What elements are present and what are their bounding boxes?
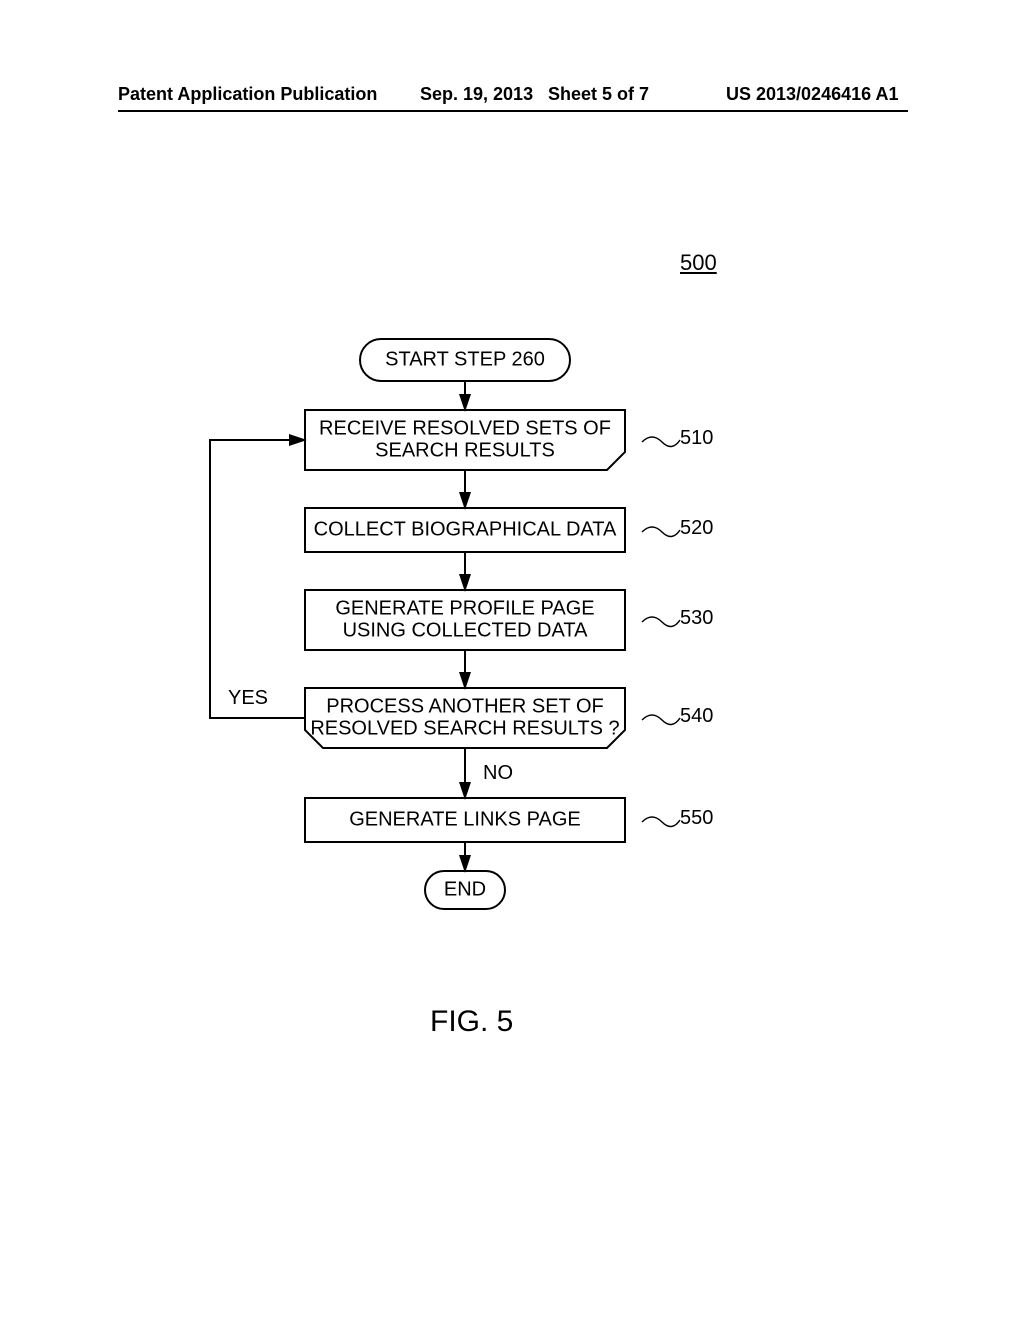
svg-text:510: 510: [680, 427, 713, 449]
svg-text:GENERATE PROFILE PAGE: GENERATE PROFILE PAGE: [335, 597, 594, 619]
svg-text:USING COLLECTED DATA: USING COLLECTED DATA: [343, 619, 589, 641]
svg-text:END: END: [444, 878, 486, 900]
svg-text:YES: YES: [228, 687, 268, 709]
svg-text:530: 530: [680, 607, 713, 629]
svg-text:540: 540: [680, 705, 713, 727]
svg-text:RECEIVE RESOLVED SETS OF: RECEIVE RESOLVED SETS OF: [319, 417, 611, 439]
svg-text:PROCESS ANOTHER SET OF: PROCESS ANOTHER SET OF: [326, 695, 603, 717]
svg-text:COLLECT BIOGRAPHICAL DATA: COLLECT BIOGRAPHICAL DATA: [314, 518, 617, 540]
figure-caption: FIG. 5: [430, 1005, 513, 1039]
svg-text:START STEP 260: START STEP 260: [385, 348, 545, 370]
svg-text:SEARCH RESULTS: SEARCH RESULTS: [375, 439, 555, 461]
svg-text:NO: NO: [483, 762, 513, 784]
svg-text:520: 520: [680, 517, 713, 539]
svg-text:GENERATE LINKS PAGE: GENERATE LINKS PAGE: [349, 808, 581, 830]
svg-text:RESOLVED SEARCH RESULTS ?: RESOLVED SEARCH RESULTS ?: [310, 717, 619, 739]
svg-text:550: 550: [680, 807, 713, 829]
flowchart-diagram: START STEP 260 RECEIVE RESOLVED SETS OFSE…: [0, 0, 1024, 1320]
